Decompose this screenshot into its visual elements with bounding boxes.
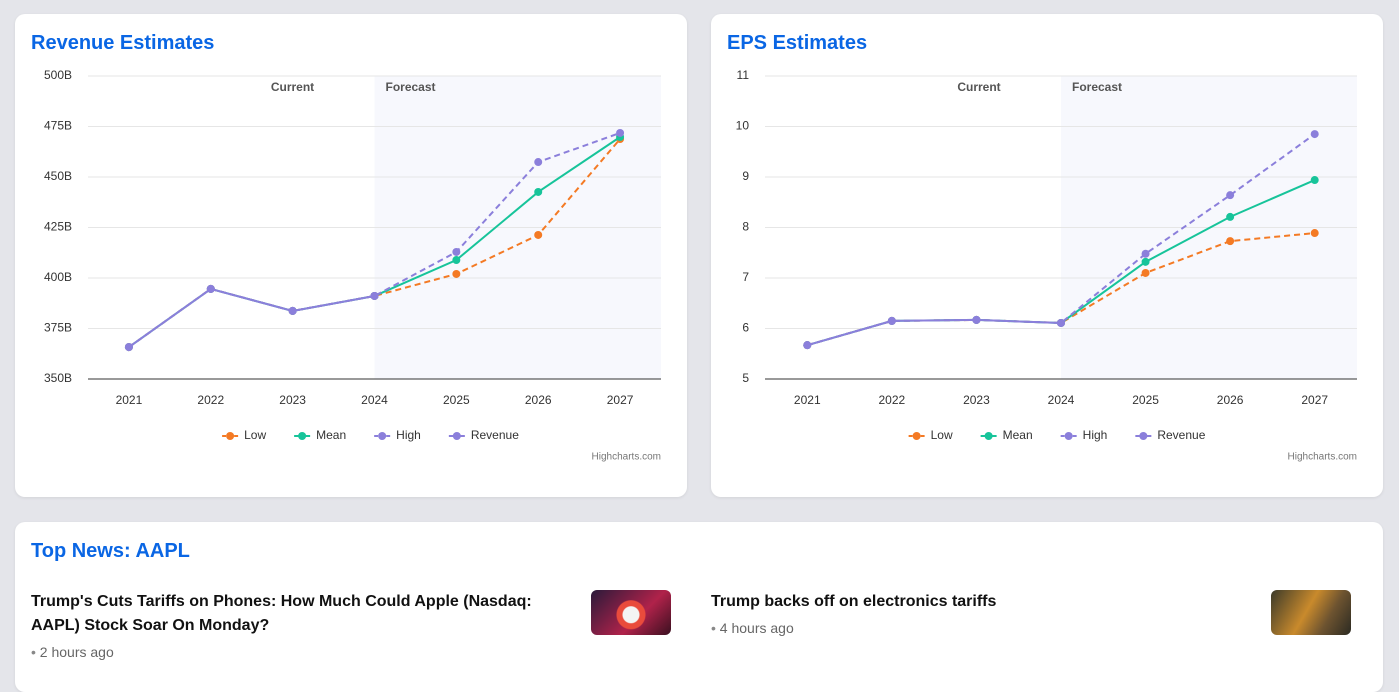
- credits: Highcharts.com: [592, 452, 661, 463]
- chart: Current Forecast 350B 375B 400B 425B 450B 475B 5…: [44, 68, 661, 463]
- current-label: Current: [957, 80, 1000, 94]
- news-time: 4 hours ago: [711, 620, 1371, 636]
- x-tick-label: 2021: [794, 393, 821, 407]
- card-title: EPS Estimates: [727, 32, 868, 54]
- news-headline[interactable]: Trump backs off on electronics tariffs: [711, 593, 997, 610]
- point: [1226, 237, 1235, 246]
- legend-dot: [452, 432, 461, 440]
- card-title: Revenue Estimates: [31, 32, 215, 54]
- legend-dot: [912, 432, 921, 440]
- news-item[interactable]: Trump's Cuts Tariffs on Phones: How Much…: [31, 590, 691, 660]
- point: [616, 128, 625, 137]
- x-tick-label: 2026: [525, 393, 552, 407]
- x-tick-label: 2027: [607, 393, 634, 407]
- news-headline[interactable]: Trump's Cuts Tariffs on Phones: How Much…: [31, 593, 532, 634]
- point: [972, 315, 981, 324]
- news-title: Top News: AAPL: [31, 540, 190, 562]
- legend-label: Revenue: [471, 428, 519, 442]
- point: [1310, 229, 1319, 238]
- y-tick-label: 500B: [44, 68, 72, 82]
- point: [452, 269, 461, 278]
- x-tick-label: 2023: [279, 393, 306, 407]
- series-line: [128, 287, 375, 348]
- point: [534, 187, 543, 196]
- point: [534, 158, 543, 167]
- point: [803, 341, 812, 350]
- credits: Highcharts.com: [1288, 452, 1357, 463]
- point: [534, 230, 543, 239]
- legend-dot: [298, 432, 307, 440]
- y-tick-label: 8: [742, 220, 749, 234]
- y-tick-label: 400B: [44, 270, 72, 284]
- legend-label: Mean: [1003, 428, 1033, 442]
- legend-dot: [226, 432, 235, 440]
- x-tick-label: 2027: [1301, 393, 1328, 407]
- y-tick-label: 350B: [44, 371, 72, 385]
- point: [124, 343, 133, 352]
- point: [1057, 318, 1065, 327]
- news-item[interactable]: Trump backs off on electronics tariffs 4…: [711, 590, 1371, 636]
- legend-label: High: [1083, 428, 1108, 442]
- legend-dot: [984, 432, 993, 440]
- forecast-label: Forecast: [1072, 80, 1122, 94]
- y-tick-label: 9: [742, 169, 749, 183]
- page: Revenue Estimates Current Forecast 350B 375…: [0, 0, 1399, 669]
- legend-label: High: [396, 428, 421, 442]
- legend-label: Low: [931, 428, 953, 442]
- x-tick-label: 2025: [443, 393, 470, 407]
- point: [1226, 212, 1235, 221]
- legend-label: Low: [244, 428, 266, 442]
- x-tick-label: 2025: [1132, 393, 1159, 407]
- x-tick-label: 2024: [1048, 393, 1075, 407]
- y-tick-label: 11: [737, 68, 750, 82]
- point: [288, 306, 297, 315]
- x-tick-label: 2022: [197, 393, 224, 407]
- legend-dot: [1064, 432, 1073, 440]
- news-card: Top News: AAPL Trump's Cuts Tariffs on P…: [15, 522, 1383, 692]
- y-tick-label: 10: [736, 119, 750, 133]
- y-tick-label: 7: [742, 270, 749, 284]
- point: [1310, 130, 1319, 139]
- news-image[interactable]: [1271, 590, 1351, 635]
- x-tick-label: 2026: [1217, 393, 1244, 407]
- point: [452, 256, 461, 265]
- point: [1141, 249, 1150, 258]
- point: [206, 284, 215, 293]
- point: [1310, 176, 1319, 185]
- legend-dot: [378, 432, 387, 440]
- x-tick-label: 2022: [879, 393, 906, 407]
- legend-dot: [1139, 432, 1148, 440]
- x-tick-label: 2021: [116, 393, 143, 407]
- point: [452, 247, 461, 256]
- x-tick-label: 2024: [361, 393, 388, 407]
- point: [370, 291, 379, 300]
- point: [887, 316, 896, 325]
- y-tick-label: 450B: [44, 169, 72, 183]
- point: [1141, 268, 1150, 277]
- revenue-card: Revenue Estimates Current Forecast 350B 375…: [15, 14, 687, 497]
- x-tick-label: 2023: [963, 393, 990, 407]
- y-tick-label: 475B: [44, 119, 72, 133]
- y-tick-label: 425B: [44, 220, 72, 234]
- news-image[interactable]: [591, 590, 671, 635]
- y-tick-label: 375B: [44, 321, 72, 335]
- chart: Current Forecast 5 6 7 8 9 10 11 2021 2022 2023 2024…: [736, 68, 1357, 463]
- eps-card: EPS Estimates Current Forecast 5 6 7 8 9 10 11 20…: [711, 14, 1383, 497]
- legend-label: Revenue: [1157, 428, 1205, 442]
- legend-label: Mean: [316, 428, 346, 442]
- point: [1226, 191, 1235, 200]
- forecast-label: Forecast: [386, 80, 436, 94]
- y-tick-label: 5: [742, 371, 749, 385]
- series-line: [807, 318, 1062, 347]
- point: [1141, 257, 1150, 266]
- y-tick-label: 6: [742, 321, 749, 335]
- news-time: 2 hours ago: [31, 644, 691, 660]
- current-label: Current: [271, 80, 314, 94]
